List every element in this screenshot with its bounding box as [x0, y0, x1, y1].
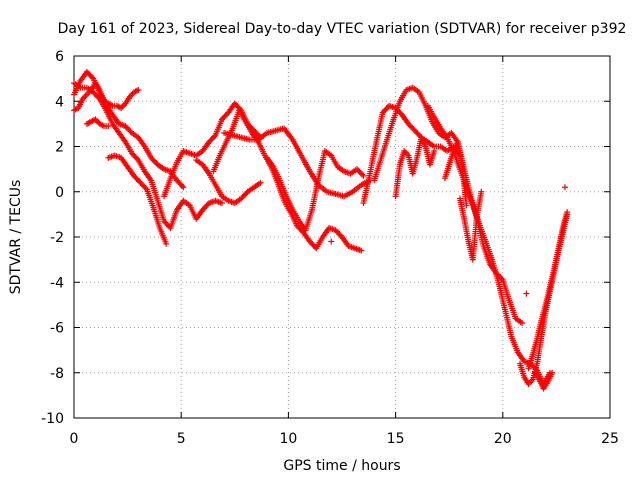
y-tick-label: 2 [55, 140, 64, 156]
y-tick-label: 4 [55, 94, 64, 110]
data-point [211, 133, 218, 140]
data-point [328, 238, 335, 245]
y-tick-label: -8 [50, 366, 64, 382]
x-tick-label: 25 [601, 431, 619, 447]
x-tick-label: 15 [387, 431, 405, 447]
data-point [179, 182, 186, 189]
data-point [142, 185, 149, 192]
data-point [163, 240, 170, 247]
series-isolated [328, 184, 568, 297]
series-arc-12 [371, 84, 526, 326]
series-arc-4 [83, 116, 112, 130]
y-axis-label: SDTVAR / TECUs [8, 180, 24, 295]
y-tick-label: -2 [50, 230, 64, 246]
data-point [134, 155, 141, 162]
data-point [359, 171, 366, 178]
data-point [89, 74, 96, 81]
data-point [431, 148, 438, 155]
x-tick-label: 5 [177, 431, 186, 447]
data-point [478, 188, 485, 195]
y-tick-label: 6 [55, 49, 64, 65]
series-arc-13 [392, 134, 438, 200]
y-tick-label: -4 [50, 275, 64, 291]
data-point [180, 184, 187, 191]
chart-title: Day 161 of 2023, Sidereal Day-to-day VTE… [58, 21, 627, 37]
data-point [549, 369, 556, 376]
x-tick-label: 0 [70, 431, 79, 447]
y-tick-label: -6 [50, 321, 64, 337]
data-point [218, 200, 225, 207]
series-arc-18 [525, 209, 571, 372]
x-ticks: 0 5 10 15 20 25 [70, 56, 619, 447]
series-arc-1 [71, 68, 187, 191]
data-point [463, 202, 470, 209]
data-point [358, 247, 365, 254]
data-point [564, 209, 571, 216]
y-tick-label: 0 [55, 185, 64, 201]
series-arc-11 [360, 102, 463, 207]
data-point [257, 179, 264, 186]
data-point [561, 184, 568, 191]
series-arc-15 [441, 138, 470, 209]
y-tick-label: -10 [41, 411, 64, 427]
series-arc-3 [71, 80, 142, 114]
x-tick-label: 10 [279, 431, 297, 447]
series-arc-10 [263, 148, 367, 234]
x-axis-label: GPS time / hours [283, 458, 400, 474]
series-arc-6 [161, 100, 264, 200]
data-point [105, 123, 112, 130]
data-point [519, 319, 526, 326]
x-tick-label: 20 [494, 431, 512, 447]
series-arc-5 [105, 152, 170, 247]
series-arc-19 [531, 369, 556, 392]
series-arc-7 [193, 157, 264, 207]
data-points [71, 68, 571, 392]
series-arc-8 [210, 107, 365, 254]
series-arc-9 [221, 125, 373, 200]
y-ticks: -10 -8 -6 -4 -2 0 2 4 6 [41, 49, 610, 427]
series-arc-16 [456, 188, 485, 263]
data-point [135, 86, 142, 93]
data-point [523, 290, 530, 297]
data-point [360, 172, 367, 179]
